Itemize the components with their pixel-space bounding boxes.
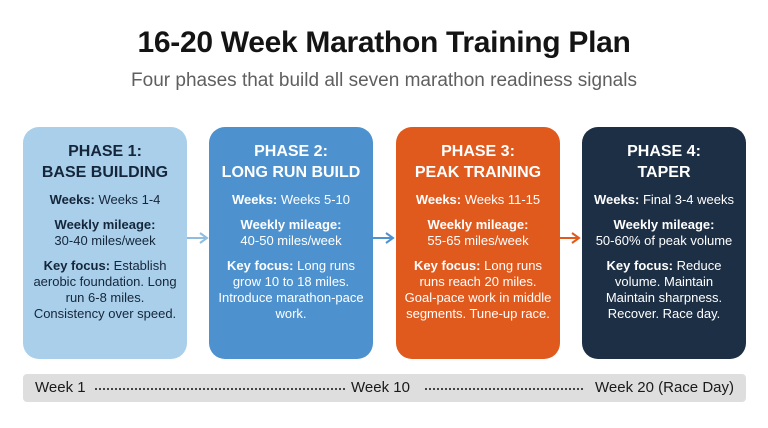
phase-weeks: Weeks: Weeks 5-10 bbox=[217, 192, 365, 208]
phase-focus: Key focus: Long runs runs reach 20 miles… bbox=[404, 258, 552, 322]
phase-number: PHASE 2: bbox=[254, 143, 328, 160]
phase-card-4: PHASE 4: TAPER Weeks: Final 3-4 weeks We… bbox=[582, 127, 746, 359]
weeks-label: Weeks: bbox=[415, 192, 462, 207]
phase-name: TAPER bbox=[637, 164, 691, 181]
timeline-dotted-line bbox=[95, 388, 345, 390]
weeks-value: Weeks 5-10 bbox=[280, 192, 351, 207]
page-subtitle: Four phases that build all seven maratho… bbox=[131, 70, 637, 91]
phase-focus: Key focus: Reduce volume. Maintain Maint… bbox=[590, 258, 738, 322]
focus-value: Establish aerobic foundation. Long run 6… bbox=[33, 258, 177, 321]
focus-value: Long runs runs reach 20 miles. Goal-pace… bbox=[404, 258, 552, 321]
weeks-label: Weeks: bbox=[49, 192, 95, 207]
phase-weeks: Weeks: Final 3-4 weeks bbox=[590, 192, 738, 208]
phase-mileage: Weekly mileage: 55-65 miles/week bbox=[404, 217, 552, 249]
phase-name: PEAK TRAINING bbox=[414, 164, 542, 181]
phase-card-3: PHASE 3: PEAK TRAINING Weeks: Weeks 11-1… bbox=[396, 127, 560, 359]
timeline-dotted-line bbox=[425, 388, 583, 390]
focus-value: Long runs grow 10 to 18 miles. Introduce… bbox=[218, 258, 364, 321]
phase-title: PHASE 3: PEAK TRAINING bbox=[404, 141, 552, 183]
timeline-bar: Week 1 Week 10 Week 20 (Race Day) bbox=[23, 374, 746, 402]
mileage-value: 40-50 miles/week bbox=[240, 233, 342, 248]
phase-number: PHASE 1: bbox=[68, 143, 142, 160]
mileage-value: 55-65 miles/week bbox=[427, 233, 529, 248]
arrow-right-icon bbox=[373, 232, 395, 244]
focus-label: Key focus: bbox=[227, 258, 294, 273]
phase-weeks: Weeks: Weeks 11-15 bbox=[404, 192, 552, 208]
phase-name: LONG RUN BUILD bbox=[221, 164, 361, 181]
weeks-label: Weeks: bbox=[594, 192, 640, 207]
timeline-end-label: Week 20 (Race Day) bbox=[595, 379, 734, 396]
weeks-value: Weeks 1-4 bbox=[98, 192, 161, 207]
weeks-value: Weeks 11-15 bbox=[464, 192, 541, 207]
weeks-label: Weeks: bbox=[231, 192, 278, 207]
phase-number: PHASE 3: bbox=[441, 143, 515, 160]
mileage-label: Weekly mileage: bbox=[427, 217, 529, 232]
focus-label: Key focus: bbox=[43, 258, 111, 273]
weeks-value: Final 3-4 weeks bbox=[642, 192, 734, 207]
phase-focus: Key focus: Long runs grow 10 to 18 miles… bbox=[217, 258, 365, 322]
phase-card-1: PHASE 1: BASE BUILDING Weeks: Weeks 1-4 … bbox=[23, 127, 187, 359]
phase-weeks: Weeks: Weeks 1-4 bbox=[31, 192, 179, 208]
phase-name: BASE BUILDING bbox=[41, 164, 169, 181]
mileage-value: 30-40 miles/week bbox=[54, 233, 156, 248]
focus-label: Key focus: bbox=[414, 258, 481, 273]
phase-number: PHASE 4: bbox=[627, 143, 701, 160]
phase-mileage: Weekly mileage: 40-50 miles/week bbox=[217, 217, 365, 249]
arrow-right-icon bbox=[559, 232, 581, 244]
phase-title: PHASE 4: TAPER bbox=[590, 141, 738, 183]
focus-value: Reduce volume. Maintain Maintain sharpne… bbox=[605, 258, 723, 321]
phase-title: PHASE 2: LONG RUN BUILD bbox=[217, 141, 365, 183]
timeline-middle-label: Week 10 bbox=[351, 379, 410, 396]
mileage-label: Weekly mileage: bbox=[240, 217, 342, 232]
page-title: 16-20 Week Marathon Training Plan bbox=[137, 26, 631, 59]
phase-mileage: Weekly mileage: 50-60% of peak volume bbox=[590, 217, 738, 249]
timeline-start-label: Week 1 bbox=[35, 379, 86, 396]
phase-card-2: PHASE 2: LONG RUN BUILD Weeks: Weeks 5-1… bbox=[209, 127, 373, 359]
arrow-right-icon bbox=[187, 232, 209, 244]
phase-focus: Key focus: Establish aerobic foundation.… bbox=[31, 258, 179, 322]
phase-mileage: Weekly mileage: 30-40 miles/week bbox=[31, 217, 179, 249]
focus-label: Key focus: bbox=[606, 258, 674, 273]
phase-title: PHASE 1: BASE BUILDING bbox=[31, 141, 179, 183]
mileage-value: 50-60% of peak volume bbox=[595, 233, 733, 248]
mileage-label: Weekly mileage: bbox=[613, 217, 715, 232]
mileage-label: Weekly mileage: bbox=[54, 217, 156, 232]
